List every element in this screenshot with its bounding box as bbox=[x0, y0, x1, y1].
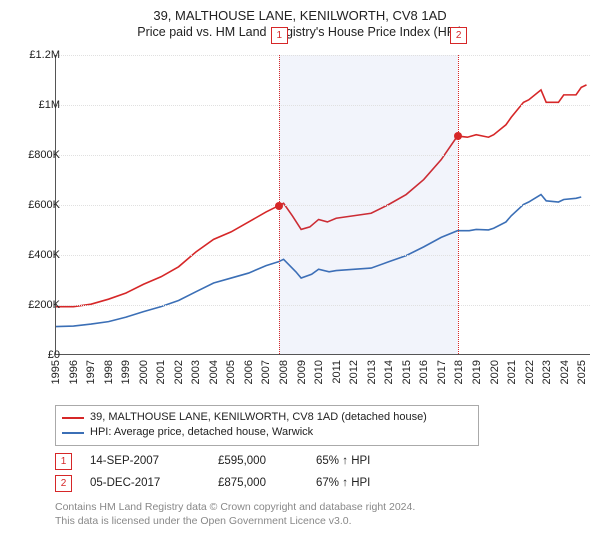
chart-title-main: 39, MALTHOUSE LANE, KENILWORTH, CV8 1AD bbox=[0, 8, 600, 23]
footer-line2: This data is licensed under the Open Gov… bbox=[55, 514, 415, 528]
transaction-date: 05-DEC-2017 bbox=[90, 477, 200, 489]
x-tick-label: 2004 bbox=[208, 360, 220, 384]
x-tick-label: 2002 bbox=[173, 360, 185, 384]
x-tick-label: 2000 bbox=[138, 360, 150, 384]
x-tick-label: 2013 bbox=[366, 360, 378, 384]
x-tick-label: 2008 bbox=[278, 360, 290, 384]
x-tick-label: 2012 bbox=[348, 360, 360, 384]
legend: 39, MALTHOUSE LANE, KENILWORTH, CV8 1AD … bbox=[55, 405, 479, 446]
x-tick-label: 2003 bbox=[190, 360, 202, 384]
x-tick-label: 1997 bbox=[85, 360, 97, 384]
x-tick-label: 2023 bbox=[541, 360, 553, 384]
y-tick-label: £1.2M bbox=[29, 49, 60, 61]
y-tick-label: £600K bbox=[28, 199, 60, 211]
legend-swatch-property bbox=[62, 417, 84, 419]
y-tick-label: £1M bbox=[39, 99, 60, 111]
x-tick-label: 2007 bbox=[260, 360, 272, 384]
transaction-price: £875,000 bbox=[218, 477, 298, 489]
legend-row-property: 39, MALTHOUSE LANE, KENILWORTH, CV8 1AD … bbox=[62, 410, 472, 425]
arrow-up-icon bbox=[342, 455, 348, 467]
footer-line1: Contains HM Land Registry data © Crown c… bbox=[55, 500, 415, 514]
transaction-pct: 65% HPI bbox=[316, 455, 406, 467]
x-tick-label: 1995 bbox=[50, 360, 62, 384]
x-tick-label: 2015 bbox=[401, 360, 413, 384]
x-tick-label: 2005 bbox=[225, 360, 237, 384]
x-tick-label: 2019 bbox=[471, 360, 483, 384]
transaction-badge-1: 1 bbox=[55, 453, 72, 470]
arrow-up-icon bbox=[342, 477, 348, 489]
chart-title-block: 39, MALTHOUSE LANE, KENILWORTH, CV8 1AD … bbox=[0, 0, 600, 39]
transaction-badge-2: 2 bbox=[55, 475, 72, 492]
x-tick-label: 1996 bbox=[68, 360, 80, 384]
x-tick-label: 2018 bbox=[453, 360, 465, 384]
x-tick-label: 2020 bbox=[489, 360, 501, 384]
legend-row-hpi: HPI: Average price, detached house, Warw… bbox=[62, 425, 472, 440]
chart-area: 12 bbox=[55, 55, 590, 355]
transactions-table: 1 14-SEP-2007 £595,000 65% HPI 2 05-DEC-… bbox=[55, 450, 406, 494]
legend-label-hpi: HPI: Average price, detached house, Warw… bbox=[90, 425, 313, 440]
x-tick-label: 2014 bbox=[383, 360, 395, 384]
x-tick-label: 2024 bbox=[559, 360, 571, 384]
x-tick-label: 2025 bbox=[576, 360, 588, 384]
table-row: 1 14-SEP-2007 £595,000 65% HPI bbox=[55, 450, 406, 472]
legend-label-property: 39, MALTHOUSE LANE, KENILWORTH, CV8 1AD … bbox=[90, 410, 427, 425]
chart-title-sub: Price paid vs. HM Land Registry's House … bbox=[0, 25, 600, 39]
x-tick-label: 2009 bbox=[296, 360, 308, 384]
x-tick-label: 2011 bbox=[331, 360, 343, 384]
x-tick-label: 2006 bbox=[243, 360, 255, 384]
transaction-price: £595,000 bbox=[218, 455, 298, 467]
y-tick-label: £800K bbox=[28, 149, 60, 161]
table-row: 2 05-DEC-2017 £875,000 67% HPI bbox=[55, 472, 406, 494]
x-tick-label: 2022 bbox=[524, 360, 536, 384]
y-tick-label: £200K bbox=[28, 299, 60, 311]
transaction-pct: 67% HPI bbox=[316, 477, 406, 489]
chart-marker-badge: 1 bbox=[271, 27, 288, 44]
x-tick-label: 2010 bbox=[313, 360, 325, 384]
x-tick-label: 2001 bbox=[155, 360, 167, 384]
legend-swatch-hpi bbox=[62, 432, 84, 434]
chart-marker-badge: 2 bbox=[450, 27, 467, 44]
x-tick-label: 2021 bbox=[506, 360, 518, 384]
y-tick-label: £400K bbox=[28, 249, 60, 261]
transaction-date: 14-SEP-2007 bbox=[90, 455, 200, 467]
x-tick-label: 1998 bbox=[103, 360, 115, 384]
x-tick-label: 1999 bbox=[120, 360, 132, 384]
x-tick-label: 2016 bbox=[418, 360, 430, 384]
footer-attribution: Contains HM Land Registry data © Crown c… bbox=[55, 500, 415, 528]
x-tick-label: 2017 bbox=[436, 360, 448, 384]
